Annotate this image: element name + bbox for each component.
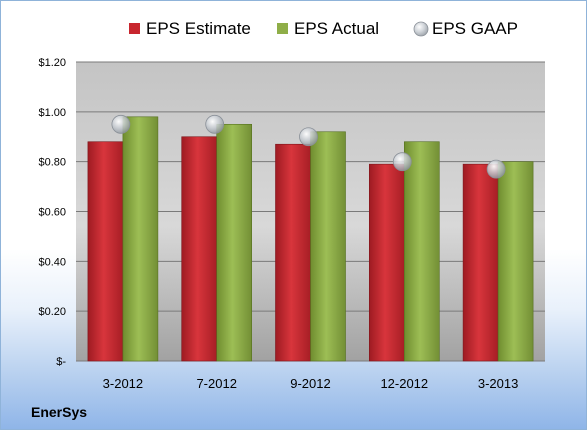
y-tick-label: $- — [56, 356, 66, 368]
legend-eps-actual-swatch — [277, 23, 288, 34]
marker-eps-gaap — [486, 159, 506, 179]
bar-eps-actual — [216, 123, 252, 362]
y-tick-label: $0.60 — [38, 207, 66, 219]
bar-eps-actual — [497, 161, 534, 362]
bar-eps-estimate — [462, 163, 499, 362]
x-tick-label: 12-2012 — [380, 376, 428, 391]
marker-eps-gaap — [392, 152, 412, 172]
bar-eps-actual — [122, 116, 159, 362]
y-tick-label: $1.20 — [38, 57, 66, 69]
marker-eps-gaap — [111, 114, 131, 134]
bar-eps-actual — [403, 141, 440, 362]
bar-eps-actual — [310, 131, 346, 362]
x-tick-label: 3-2012 — [103, 376, 143, 391]
y-tick-label: $0.40 — [38, 256, 66, 268]
y-tick-label: $0.80 — [38, 157, 66, 169]
bar-eps-estimate — [368, 163, 405, 362]
legend-eps-gaap-swatch — [413, 21, 429, 37]
marker-eps-gaap — [299, 127, 318, 147]
bar-eps-estimate — [181, 136, 217, 362]
x-tick-label: 3-2013 — [478, 376, 518, 391]
bar-eps-estimate — [87, 141, 124, 362]
bar-eps-estimate — [275, 143, 311, 362]
legend-eps-estimate-label: EPS Estimate — [146, 19, 251, 38]
x-tick-label: 9-2012 — [290, 376, 330, 391]
x-tick-label: 7-2012 — [196, 376, 236, 391]
y-tick-label: $1.00 — [38, 107, 66, 119]
y-tick-label: $0.20 — [38, 306, 66, 318]
marker-eps-gaap — [205, 114, 225, 134]
legend-eps-actual-label: EPS Actual — [294, 19, 379, 38]
legend-eps-gaap-label: EPS GAAP — [432, 19, 518, 38]
company-name: EnerSys — [31, 404, 88, 420]
legend-eps-estimate-swatch — [129, 23, 140, 34]
